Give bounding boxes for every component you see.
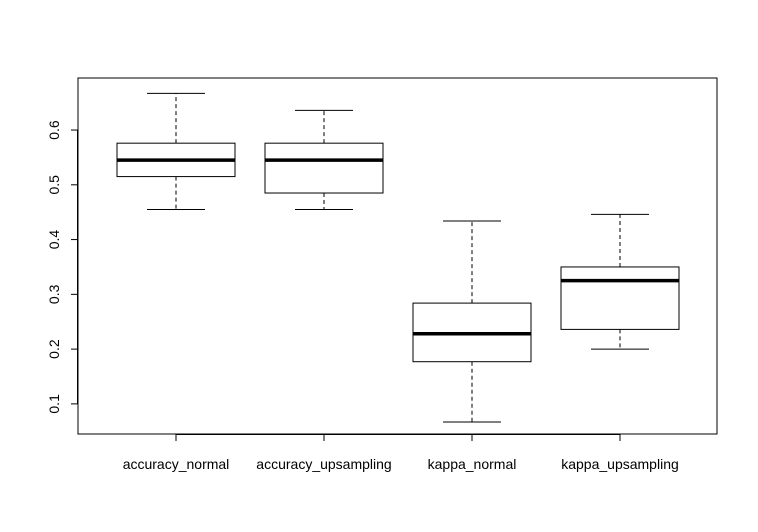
plot-frame — [77, 77, 718, 435]
chart-marks: 0.1 0.2 0.3 0.4 0.5 0.6 accuracy_normal accurac… — [46, 77, 718, 472]
y-tick-label: 0.4 — [46, 230, 62, 250]
y-tick-label: 0.6 — [46, 120, 62, 140]
y-tick-label: 0.2 — [46, 339, 62, 359]
x-tick-label: accuracy_upsampling — [256, 456, 391, 472]
x-tick-label: accuracy_normal — [123, 456, 230, 472]
box-kappa_upsampling — [560, 266, 680, 330]
x-tick-label: kappa_upsampling — [561, 456, 679, 472]
box-accuracy_upsampling — [264, 142, 384, 194]
x-tick-label: kappa_normal — [428, 456, 517, 472]
y-tick-label: 0.3 — [46, 284, 62, 304]
y-tick-label: 0.5 — [46, 175, 62, 195]
y-tick-label: 0.1 — [46, 394, 62, 414]
